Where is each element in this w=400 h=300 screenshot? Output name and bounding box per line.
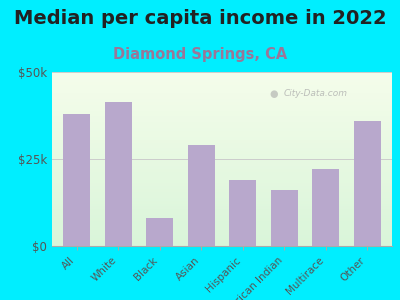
Bar xyxy=(52,104,392,107)
Text: Median per capita income in 2022: Median per capita income in 2022 xyxy=(14,9,386,28)
Bar xyxy=(52,101,392,104)
Bar xyxy=(354,121,380,246)
Bar xyxy=(52,86,392,89)
Bar xyxy=(52,206,392,208)
Bar xyxy=(52,200,392,202)
Bar xyxy=(52,116,392,118)
Bar xyxy=(52,220,392,223)
Bar xyxy=(52,185,392,188)
Bar xyxy=(52,72,392,75)
Bar xyxy=(52,142,392,145)
Text: ●: ● xyxy=(270,89,278,99)
Bar xyxy=(52,232,392,234)
Bar xyxy=(229,180,256,246)
Bar xyxy=(52,243,392,246)
Bar xyxy=(52,188,392,191)
Bar xyxy=(52,226,392,229)
Bar xyxy=(52,124,392,127)
Bar xyxy=(52,147,392,150)
Bar xyxy=(271,190,298,246)
Bar xyxy=(52,136,392,139)
Bar xyxy=(52,150,392,153)
Bar xyxy=(52,168,392,171)
Bar xyxy=(52,121,392,124)
Bar xyxy=(52,240,392,243)
Bar xyxy=(52,133,392,136)
Bar xyxy=(52,165,392,168)
Bar xyxy=(52,118,392,121)
Bar xyxy=(52,237,392,240)
Bar xyxy=(146,218,173,246)
Bar xyxy=(52,176,392,179)
Bar xyxy=(52,159,392,162)
Bar xyxy=(52,98,392,101)
Bar xyxy=(52,214,392,217)
Bar xyxy=(52,112,392,116)
Bar xyxy=(52,179,392,182)
Bar xyxy=(52,84,392,86)
Bar xyxy=(64,114,90,246)
Bar xyxy=(52,110,392,112)
Bar xyxy=(188,145,215,246)
Bar xyxy=(52,217,392,220)
Bar xyxy=(52,182,392,185)
Bar xyxy=(52,107,392,110)
Bar xyxy=(52,139,392,142)
Bar xyxy=(52,81,392,84)
Text: Diamond Springs, CA: Diamond Springs, CA xyxy=(113,46,287,62)
Bar xyxy=(52,95,392,98)
Bar xyxy=(52,89,392,92)
Bar xyxy=(52,130,392,133)
Bar xyxy=(52,191,392,194)
Bar xyxy=(52,145,392,147)
Bar xyxy=(52,171,392,173)
Bar xyxy=(312,169,339,246)
Bar xyxy=(52,208,392,211)
Bar xyxy=(52,211,392,214)
Bar xyxy=(52,92,392,95)
Bar xyxy=(52,173,392,176)
Bar xyxy=(52,162,392,165)
Bar xyxy=(52,127,392,130)
Bar xyxy=(52,197,392,200)
Bar xyxy=(52,234,392,237)
Bar xyxy=(105,102,132,246)
Text: City-Data.com: City-Data.com xyxy=(283,89,347,98)
Bar xyxy=(52,78,392,81)
Bar xyxy=(52,194,392,197)
Bar xyxy=(52,223,392,226)
Bar xyxy=(52,229,392,232)
Bar xyxy=(52,75,392,78)
Bar xyxy=(52,153,392,156)
Bar xyxy=(52,202,392,206)
Bar xyxy=(52,156,392,159)
